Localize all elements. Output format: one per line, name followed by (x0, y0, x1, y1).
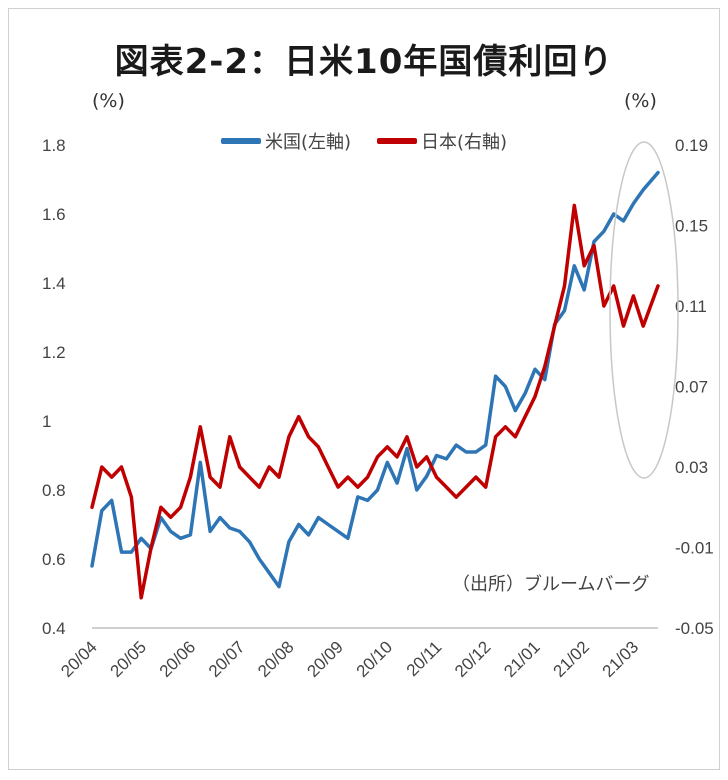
legend-swatch-us (220, 138, 261, 144)
x-tick-label: 20/08 (254, 637, 298, 681)
y-right-tick-label: -0.01 (675, 539, 714, 558)
y-left-tick-label: 1.8 (42, 136, 66, 155)
legend-label-japan: 日本(右軸) (421, 132, 508, 153)
legend: 米国(左軸) 日本(右軸) (0, 128, 728, 154)
legend-item-us: 米国(左軸) (220, 128, 351, 154)
legend-swatch-japan (377, 138, 417, 144)
y-left-tick-label: 1.2 (42, 343, 66, 362)
x-tick-label: 20/11 (403, 637, 446, 680)
y-right-tick-label: 0.11 (675, 297, 707, 316)
series-line-japan (90, 203, 660, 600)
right-axis-unit: (%) (624, 90, 657, 112)
y-right-tick-label: 0.07 (675, 378, 708, 397)
x-tick-label: 20/06 (156, 637, 200, 681)
legend-item-japan: 日本(右軸) (377, 128, 507, 154)
x-tick-label: 20/10 (353, 637, 397, 681)
y-left-tick-label: 1.4 (42, 274, 66, 293)
x-tick-label: 21/01 (500, 637, 544, 681)
y-right-tick-label: 0.19 (675, 136, 708, 155)
y-right-tick-label: -0.05 (675, 619, 714, 638)
y-left-tick-label: 0.4 (42, 619, 66, 638)
y-left-tick-label: 1.6 (42, 205, 66, 224)
x-tick-label: 21/02 (549, 637, 593, 681)
chart-frame (8, 8, 720, 770)
legend-label-us: 米国(左軸) (264, 132, 351, 153)
x-tick-label: 20/12 (451, 637, 495, 681)
x-tick-label: 20/07 (205, 637, 249, 681)
y-right-tick-label: 0.15 (675, 217, 708, 236)
left-axis-unit: (%) (92, 90, 125, 112)
x-tick-label: 20/05 (107, 637, 151, 681)
y-left-tick-label: 0.8 (42, 481, 66, 500)
series-line-us (90, 170, 660, 589)
y-left-tick-label: 1 (42, 412, 51, 431)
x-tick-label: 21/03 (599, 637, 643, 681)
x-tick-label: 20/09 (303, 637, 347, 681)
y-right-tick-label: 0.03 (675, 458, 708, 477)
source-note: （出所）ブルームバーグ (452, 573, 649, 595)
highlight-ellipse (609, 141, 679, 479)
x-tick-label: 20/04 (57, 637, 101, 681)
y-left-tick-label: 0.6 (42, 550, 66, 569)
chart-title: 図表2-2：日米10年国債利回り (114, 42, 614, 82)
